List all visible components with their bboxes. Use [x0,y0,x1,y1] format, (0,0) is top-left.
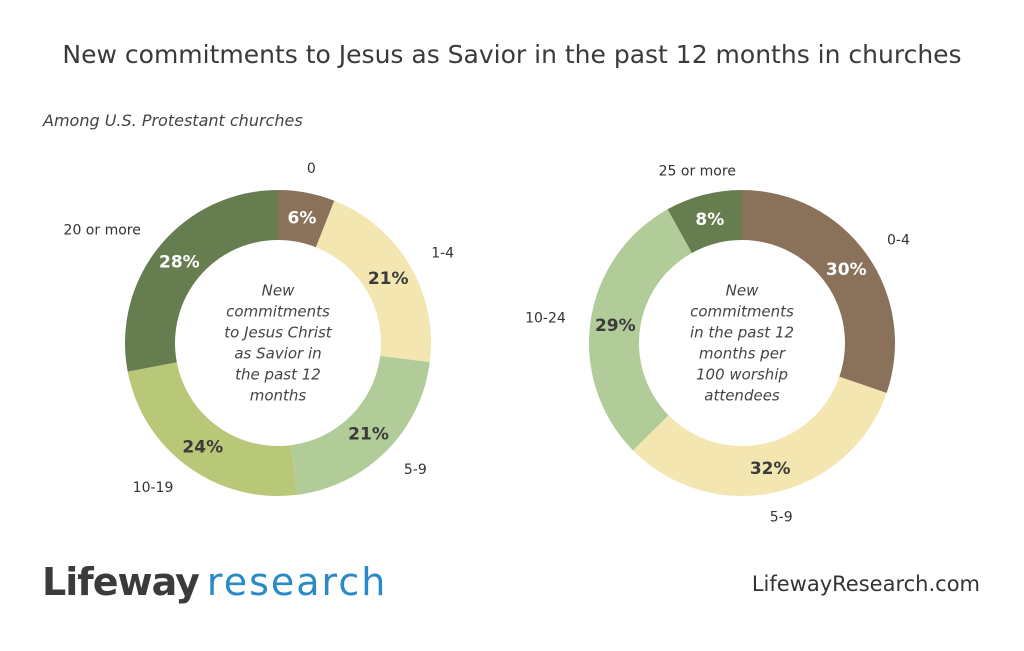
category-label: 10-24 [525,311,566,327]
category-label: 10-19 [133,480,174,496]
center-label: commitments [690,303,794,321]
data-label: 29% [595,316,636,336]
center-label: attendees [704,387,780,405]
category-label: 5-9 [404,462,427,478]
data-label: 8% [695,210,724,230]
center-label: months [250,387,307,405]
website-link[interactable]: LifewayResearch.com [751,572,980,596]
center-label: months per [699,345,786,363]
donut-slice-20 or more [125,190,278,372]
category-label: 1-4 [431,245,454,261]
center-label: New [262,282,295,300]
center-label: 100 worship [696,366,788,384]
data-label: 28% [159,252,200,272]
donut-slice-0 [278,190,335,248]
category-label: 0-4 [887,233,910,249]
chart-subtitle: Among U.S. Protestant churches [43,111,303,130]
data-label: 24% [182,438,223,458]
donut-slice-5-9 [290,355,430,495]
center-label: to Jesus Christ [224,324,333,342]
data-label: 21% [348,425,389,445]
category-label: 0 [307,161,316,177]
center-label: New [726,282,759,300]
logo-word-lifeway: Lifeway [42,560,200,604]
donut-slice-10-19 [127,362,298,496]
center-label: commitments [226,303,330,321]
center-label: in the past 12 [690,324,794,342]
donut-slice-5-9 [632,376,887,497]
donut-slice-0-4 [742,190,896,394]
data-label: 21% [368,269,409,289]
category-label: 20 or more [64,223,141,239]
center-label: the past 12 [235,366,321,384]
data-label: 32% [750,459,791,479]
lifeway-research-logo: Lifeway research [42,560,387,604]
donut-slice-10-24 [589,209,692,451]
donut-slice-1-4 [315,200,431,363]
data-label: 30% [826,260,867,280]
donut-slice-25 or more [667,190,742,253]
data-label: 6% [288,208,317,228]
logo-word-research: research [206,560,388,604]
category-label: 25 or more [659,164,736,180]
center-label: as Savior in [234,345,321,363]
category-label: 5-9 [770,510,793,526]
chart-title: New commitments to Jesus as Savior in th… [62,40,962,69]
